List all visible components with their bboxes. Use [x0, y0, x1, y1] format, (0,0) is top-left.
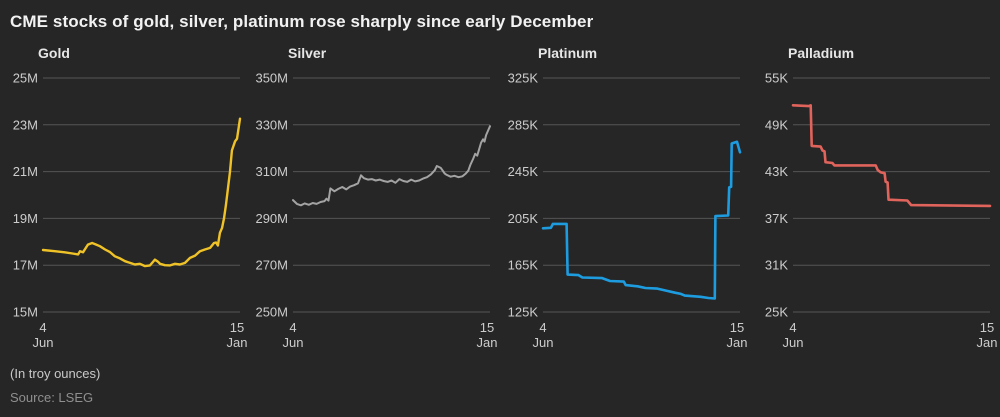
y-tick-label: 330M: [255, 117, 288, 132]
x-tick-label: 15: [730, 320, 744, 335]
x-tick-label: 4: [39, 320, 46, 335]
y-tick-label: 17M: [13, 258, 38, 273]
x-tick-label: Jun: [33, 335, 54, 350]
y-tick-label: 43K: [765, 164, 788, 179]
y-tick-label: 15M: [13, 305, 38, 320]
y-tick-label: 250M: [255, 305, 288, 320]
chart-panel-palladium: Palladium 55K 49K 43K 37K 31K 25K 4 Jun 15 Jan: [750, 45, 1000, 353]
x-tick-label: Jan: [477, 335, 498, 350]
source-credit: Source: LSEG: [10, 390, 94, 405]
y-tick-label: 350M: [255, 71, 288, 86]
x-tick-label: Jun: [533, 335, 554, 350]
y-tick-label: 325K: [508, 71, 539, 86]
palladium-series-line: [791, 103, 992, 208]
x-tick-label: 15: [980, 320, 994, 335]
y-tick-label: 290M: [255, 211, 288, 226]
charts-row: Gold 25M 23M 21M 19M 17M 15M 4 Jun 15 Jan Silver …: [0, 45, 1000, 353]
chart-panel-gold: Gold 25M 23M 21M 19M 17M 15M 4 Jun 15 Jan: [0, 45, 250, 353]
figure-title: CME stocks of gold, silver, platinum ros…: [10, 12, 594, 31]
y-tick-label: 19M: [13, 211, 38, 226]
panel-title-silver: Silver: [288, 45, 327, 61]
y-tick-label: 25K: [765, 305, 788, 320]
x-tick-label: 15: [480, 320, 494, 335]
silver-series-line: [292, 125, 491, 207]
x-tick-label: 4: [289, 320, 296, 335]
unit-note: (In troy ounces): [10, 366, 101, 381]
y-tick-label: 23M: [13, 117, 38, 132]
panel-title-palladium: Palladium: [788, 45, 855, 61]
x-tick-label: 4: [539, 320, 546, 335]
x-tick-label: 4: [789, 320, 796, 335]
y-tick-label: 55K: [765, 71, 788, 86]
x-tick-label: Jan: [977, 335, 998, 350]
y-tick-label: 165K: [508, 258, 539, 273]
panel-title-platinum: Platinum: [538, 45, 598, 61]
y-tick-label: 310M: [255, 164, 288, 179]
x-tick-label: Jun: [783, 335, 804, 350]
y-tick-label: 205K: [508, 211, 539, 226]
y-tick-label: 285K: [508, 117, 539, 132]
chart-panel-platinum: Platinum 325K 285K 245K 205K 165K 125K 4 Jun 15 J…: [500, 45, 750, 353]
y-tick-label: 21M: [13, 164, 38, 179]
panel-title-gold: Gold: [38, 45, 70, 61]
x-tick-label: Jan: [727, 335, 748, 350]
x-tick-label: 15: [230, 320, 244, 335]
y-tick-label: 245K: [508, 164, 539, 179]
y-tick-label: 37K: [765, 211, 788, 226]
platinum-series-line: [541, 140, 742, 300]
x-tick-label: Jan: [227, 335, 248, 350]
gold-series-line: [41, 117, 242, 268]
chart-panel-silver: Silver 350M 330M 310M 290M 270M 250M 4 Jun 15 Jan: [250, 45, 500, 353]
y-tick-label: 270M: [255, 258, 288, 273]
x-tick-label: Jun: [283, 335, 304, 350]
y-tick-label: 25M: [13, 71, 38, 86]
y-tick-label: 31K: [765, 258, 788, 273]
y-tick-label: 125K: [508, 305, 539, 320]
y-tick-label: 49K: [765, 117, 788, 132]
